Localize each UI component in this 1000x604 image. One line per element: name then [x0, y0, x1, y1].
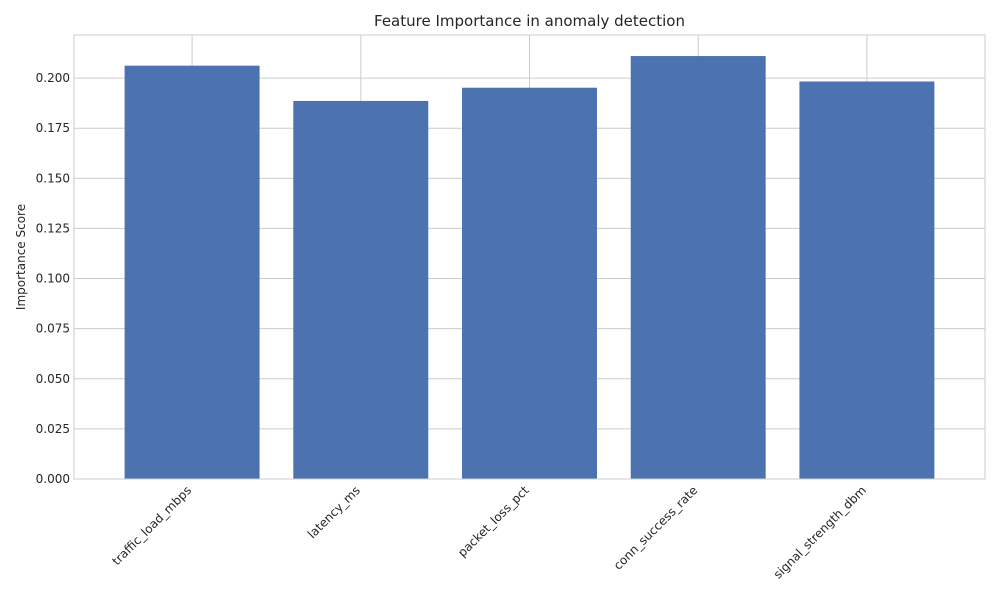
- y-tick-label: 0.050: [36, 372, 70, 386]
- bar-packet-loss-pct: [462, 87, 597, 479]
- bars: [124, 56, 935, 480]
- y-tick-labels: 0.000 0.025 0.050 0.075 0.100 0.125 0.150 0.175…: [36, 71, 70, 486]
- x-tick-label: conn_success_rate: [611, 483, 700, 572]
- y-tick-label: 0.100: [36, 272, 70, 286]
- y-tick-label: 0.000: [36, 472, 70, 486]
- y-tick-label: 0.125: [36, 221, 70, 235]
- y-tick-label: 0.150: [36, 171, 70, 185]
- bar-traffic-load-mbps: [124, 65, 260, 480]
- bar-latency-ms: [293, 100, 429, 479]
- bar-conn-success-rate: [630, 56, 766, 480]
- x-tick-label: latency_ms: [305, 483, 363, 541]
- y-tick-label: 0.175: [36, 121, 70, 135]
- y-tick-label: 0.025: [36, 422, 70, 436]
- x-tick-labels: traffic_load_mbps latency_ms packet_loss_p…: [109, 483, 869, 581]
- x-tick-label: traffic_load_mbps: [109, 483, 194, 568]
- x-tick-label: signal_strength_dbm: [771, 483, 869, 581]
- bar-signal-strength-dbm: [799, 81, 935, 480]
- y-axis-label: Importance Score: [14, 204, 28, 310]
- x-tick-label: packet_loss_pct: [455, 483, 532, 560]
- chart-title: Feature Importance in anomaly detection: [374, 12, 685, 30]
- plot-frame: [73, 34, 986, 480]
- y-tick-label: 0.075: [36, 322, 70, 336]
- y-tick-label: 0.200: [36, 71, 70, 85]
